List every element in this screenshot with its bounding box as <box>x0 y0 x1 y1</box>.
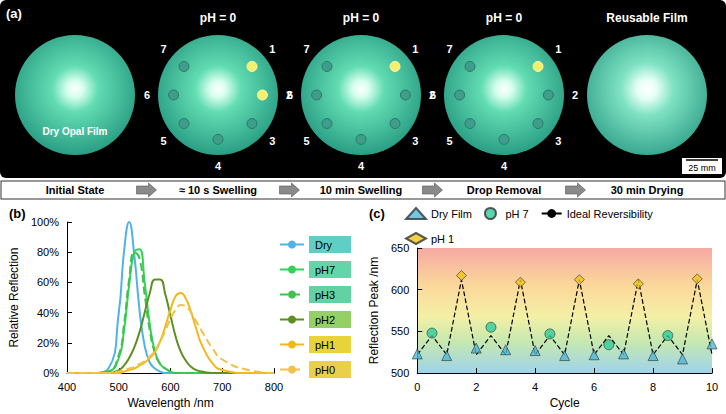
svg-text:6: 6 <box>591 381 597 393</box>
svg-text:500: 500 <box>110 381 128 393</box>
svg-text:2: 2 <box>286 89 292 101</box>
svg-text:500: 500 <box>391 367 409 379</box>
svg-text:(b): (b) <box>9 206 26 221</box>
svg-text:4: 4 <box>358 160 365 172</box>
svg-text:25 mm: 25 mm <box>688 163 716 173</box>
svg-text:6: 6 <box>287 89 293 101</box>
svg-text:Reflection Peak /nm: Reflection Peak /nm <box>367 257 381 364</box>
svg-text:30 min Drying: 30 min Drying <box>611 184 684 196</box>
svg-text:8: 8 <box>650 381 656 393</box>
svg-text:20%: 20% <box>37 337 59 349</box>
svg-text:7: 7 <box>447 43 453 55</box>
svg-text:Relative Reflection: Relative Reflection <box>7 248 21 348</box>
svg-text:600: 600 <box>161 381 179 393</box>
svg-text:40%: 40% <box>37 307 59 319</box>
svg-text:2: 2 <box>572 89 578 101</box>
svg-text:5: 5 <box>161 135 167 147</box>
svg-text:650: 650 <box>391 242 409 254</box>
svg-text:pH7: pH7 <box>315 264 335 276</box>
svg-text:700: 700 <box>213 381 231 393</box>
svg-text:Initial State: Initial State <box>46 184 105 196</box>
svg-text:4: 4 <box>215 160 222 172</box>
svg-text:0: 0 <box>414 381 420 393</box>
svg-text:100%: 100% <box>31 216 59 228</box>
svg-text:1: 1 <box>555 43 561 55</box>
svg-text:pH = 0: pH = 0 <box>343 11 380 25</box>
svg-text:550: 550 <box>391 325 409 337</box>
svg-text:80%: 80% <box>37 246 59 258</box>
svg-text:Dry: Dry <box>315 239 333 251</box>
svg-text:2: 2 <box>429 89 435 101</box>
svg-text:pH3: pH3 <box>315 289 335 301</box>
svg-text:pH 1: pH 1 <box>431 233 454 245</box>
svg-text:6: 6 <box>144 89 150 101</box>
svg-text:0%: 0% <box>43 367 59 379</box>
svg-text:5: 5 <box>447 135 453 147</box>
svg-text:Drop Removal: Drop Removal <box>467 184 542 196</box>
svg-text:pH2: pH2 <box>315 314 335 326</box>
svg-text:Reusable Film: Reusable Film <box>606 11 687 25</box>
svg-text:(c): (c) <box>369 206 385 221</box>
svg-text:4: 4 <box>532 381 538 393</box>
svg-text:10: 10 <box>706 381 718 393</box>
svg-text:Dry Opal Film: Dry Opal Film <box>42 126 107 137</box>
svg-text:1: 1 <box>269 43 275 55</box>
svg-text:60%: 60% <box>37 276 59 288</box>
svg-text:600: 600 <box>391 284 409 296</box>
svg-text:pH1: pH1 <box>315 339 335 351</box>
svg-text:2: 2 <box>473 381 479 393</box>
svg-text:7: 7 <box>304 43 310 55</box>
svg-text:pH0: pH0 <box>315 364 335 376</box>
svg-text:pH = 0: pH = 0 <box>200 11 237 25</box>
svg-text:pH 7: pH 7 <box>505 208 528 220</box>
svg-text:Cycle: Cycle <box>550 396 580 410</box>
svg-text:Wavelength /nm: Wavelength /nm <box>127 396 213 410</box>
svg-text:3: 3 <box>269 135 275 147</box>
svg-text:3: 3 <box>412 135 418 147</box>
svg-text:400: 400 <box>58 381 76 393</box>
svg-text:pH = 0: pH = 0 <box>486 11 523 25</box>
svg-text:Ideal Reversibility: Ideal Reversibility <box>567 208 654 220</box>
svg-text:5: 5 <box>304 135 310 147</box>
svg-text:800: 800 <box>265 381 283 393</box>
svg-text:10 min Swelling: 10 min Swelling <box>320 184 403 196</box>
svg-text:≈ 10 s Swelling: ≈ 10 s Swelling <box>179 184 257 196</box>
svg-text:Dry Film: Dry Film <box>431 208 472 220</box>
svg-text:(a): (a) <box>6 6 22 21</box>
svg-text:3: 3 <box>555 135 561 147</box>
svg-text:6: 6 <box>430 89 436 101</box>
svg-text:7: 7 <box>161 43 167 55</box>
svg-text:1: 1 <box>412 43 418 55</box>
svg-text:4: 4 <box>501 160 508 172</box>
